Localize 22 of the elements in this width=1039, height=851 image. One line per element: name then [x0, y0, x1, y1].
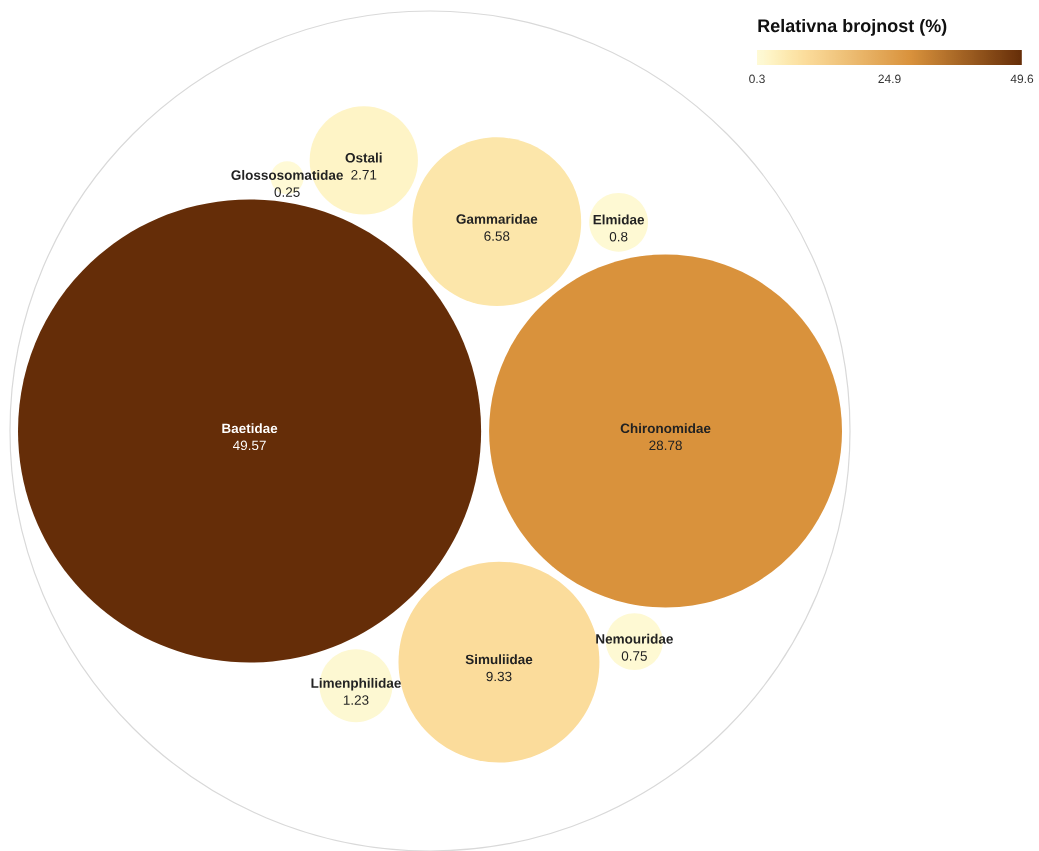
- category-label: Elmidae: [593, 214, 645, 225]
- category-label: Gammaridae: [456, 213, 538, 224]
- data-label: 1.23: [343, 695, 369, 705]
- category-label: Simuliidae: [465, 654, 533, 665]
- data-label: 6.58: [484, 231, 510, 241]
- data-label: 2.71: [351, 169, 377, 180]
- text: 0.3: [749, 74, 765, 84]
- text: 24.9: [878, 74, 901, 84]
- category-label: Ostali: [345, 152, 382, 163]
- color-bar-title: Relativna brojnost (%): [758, 18, 947, 36]
- category-label: Baetidae: [222, 423, 278, 434]
- category-label: Glossosomatidae: [231, 169, 343, 180]
- data-label: 0.8: [609, 231, 628, 242]
- data-label: 0.25: [274, 187, 300, 197]
- data-label: 9.33: [486, 671, 512, 682]
- data-label: 49.57: [232, 440, 266, 451]
- category-label: Nemouridae: [596, 633, 673, 644]
- text: 49.6: [1010, 74, 1034, 84]
- data-label: 28.78: [649, 440, 682, 451]
- category-label: Limenphilidae: [311, 677, 401, 691]
- data-label: 0.75: [621, 651, 647, 661]
- category-label: Chironomidae: [620, 423, 711, 434]
